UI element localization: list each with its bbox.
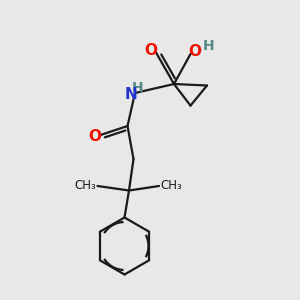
Text: O: O xyxy=(144,43,157,58)
Text: CH₃: CH₃ xyxy=(161,179,182,192)
Text: H: H xyxy=(131,81,143,94)
Text: H: H xyxy=(203,39,214,52)
Text: N: N xyxy=(124,87,137,102)
Text: O: O xyxy=(88,129,101,144)
Text: O: O xyxy=(188,44,202,59)
Text: CH₃: CH₃ xyxy=(74,179,96,192)
